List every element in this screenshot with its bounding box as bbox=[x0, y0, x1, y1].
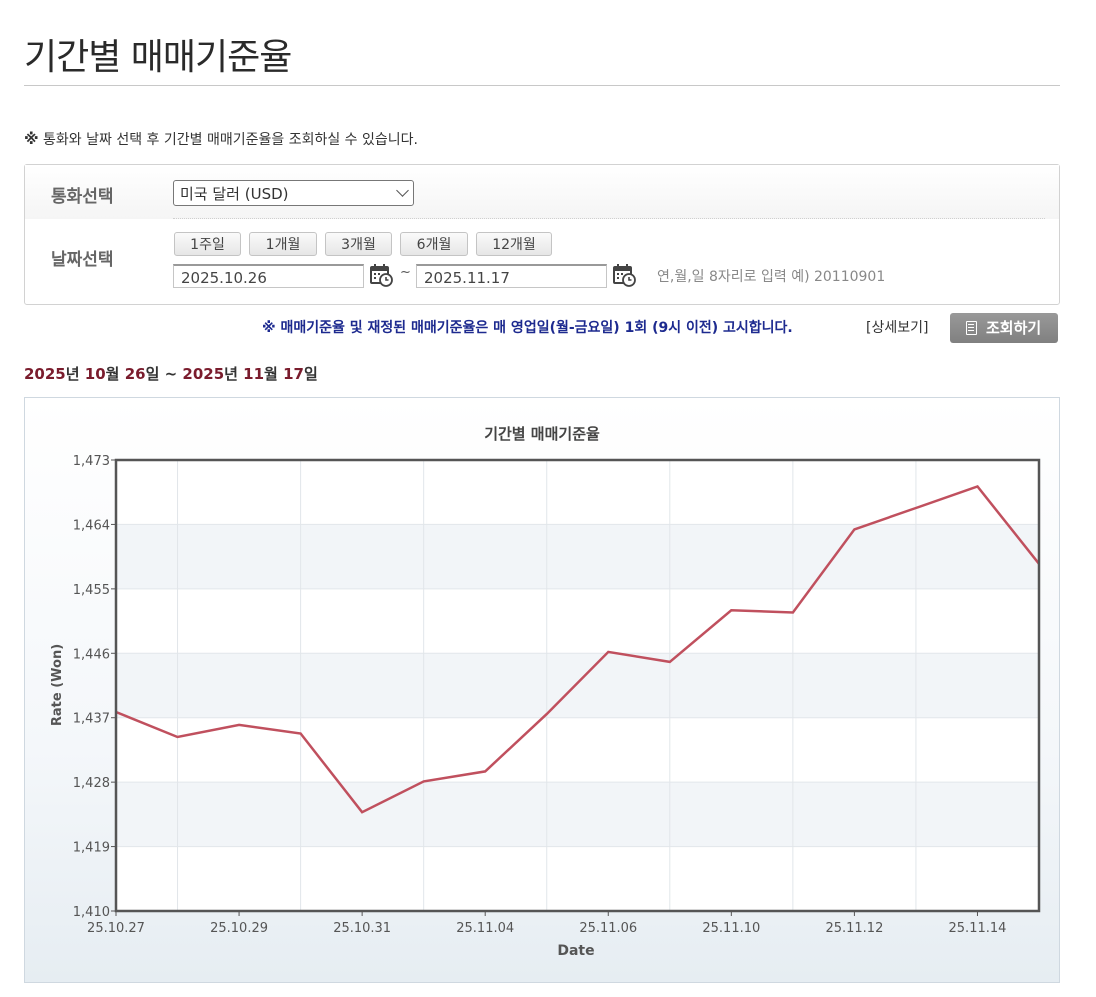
date-range-separator: ~ bbox=[400, 265, 411, 280]
y-tick-label: 1,464 bbox=[73, 518, 110, 533]
calendar-icon-start[interactable] bbox=[369, 263, 393, 287]
range-separator: ~ bbox=[159, 365, 183, 383]
range-year-unit: 년 bbox=[65, 365, 85, 383]
range-end-day: 17 bbox=[283, 365, 304, 383]
x-tick-label: 25.11.10 bbox=[702, 921, 760, 936]
period-button-12month[interactable]: 12개월 bbox=[476, 232, 552, 256]
range-start-month: 10 bbox=[84, 365, 106, 383]
range-year-unit: 년 bbox=[224, 365, 244, 383]
y-tick-label: 1,428 bbox=[73, 776, 110, 791]
y-tick-label: 1,419 bbox=[73, 841, 110, 856]
grid-band bbox=[116, 460, 1039, 525]
search-button-label: 조회하기 bbox=[986, 319, 1042, 337]
period-button-3month[interactable]: 3개월 bbox=[325, 232, 392, 256]
y-tick-label: 1,410 bbox=[73, 905, 110, 920]
range-end-month: 11 bbox=[243, 365, 265, 383]
grid-band bbox=[116, 524, 1039, 589]
period-button-1week[interactable]: 1주일 bbox=[174, 232, 241, 256]
usage-notice: ※ 통화와 날짜 선택 후 기간별 매매기준율을 조회하실 수 있습니다. bbox=[24, 129, 418, 149]
period-button-1month[interactable]: 1개월 bbox=[249, 232, 317, 256]
period-button-6month[interactable]: 6개월 bbox=[400, 232, 468, 256]
page-title: 기간별 매매기준율 bbox=[24, 37, 292, 78]
currency-select-value: 미국 달러 (USD) bbox=[180, 185, 289, 203]
x-tick-label: 25.11.14 bbox=[949, 921, 1007, 936]
chart-title: 기간별 매매기준율 bbox=[484, 425, 600, 443]
date-label: 날짜선택 bbox=[51, 250, 114, 270]
x-tick-label: 25.10.31 bbox=[333, 921, 391, 936]
range-month-unit: 월 bbox=[105, 365, 125, 383]
end-date-input[interactable]: 2025.11.17 bbox=[416, 264, 607, 288]
grid-band bbox=[116, 782, 1039, 847]
start-date-input[interactable]: 2025.10.26 bbox=[173, 264, 364, 288]
x-tick-label: 25.11.04 bbox=[456, 921, 514, 936]
notice-text: 통화와 날짜 선택 후 기간별 매매기준율을 조회하실 수 있습니다. bbox=[43, 132, 418, 148]
rate-line-chart: 기간별 매매기준율 1,410 1,419 1,428 1,437 1,446 1,455… bbox=[50, 425, 1041, 959]
x-tick-label: 25.10.29 bbox=[210, 921, 268, 936]
y-tick-label: 1,446 bbox=[73, 647, 110, 662]
publication-notice: ※ 매매기준율 및 재정된 매매기준율은 매 영업일(월-금요일) 1회 (9시… bbox=[262, 320, 793, 336]
range-day-unit: 일 bbox=[145, 365, 160, 383]
x-axis-label: Date bbox=[557, 943, 594, 959]
x-tick-label: 25.11.12 bbox=[825, 921, 883, 936]
x-tick-label: 25.10.27 bbox=[87, 921, 145, 936]
y-axis-label: Rate (Won) bbox=[50, 644, 65, 726]
row-divider bbox=[173, 218, 1045, 219]
series-line bbox=[115, 485, 1040, 814]
plot-frame bbox=[114, 458, 1041, 913]
grid-band bbox=[116, 588, 1039, 654]
range-day-unit: 일 bbox=[303, 365, 318, 383]
range-start-year: 2025 bbox=[24, 365, 66, 383]
selected-range: 2025년 10월 26일 ~ 2025년 11월 17일 bbox=[24, 363, 318, 384]
range-month-unit: 월 bbox=[264, 365, 284, 383]
document-icon bbox=[966, 321, 977, 335]
detail-link[interactable]: [상세보기] bbox=[866, 320, 929, 336]
date-format-hint: 연,월,일 8자리로 입력 예) 20110901 bbox=[657, 269, 886, 285]
y-tick-label: 1,437 bbox=[73, 712, 110, 727]
grid-band bbox=[116, 846, 1039, 911]
chart-panel: 기간별 매매기준율 1,410 1,419 1,428 1,437 1,446 1,455… bbox=[24, 397, 1060, 983]
filter-panel: 통화선택 미국 달러 (USD) 날짜선택 1주일 1개월 3개월 6개월 12… bbox=[24, 164, 1060, 305]
y-tick-label: 1,473 bbox=[73, 454, 110, 469]
chevron-down-icon bbox=[396, 184, 409, 197]
range-start-day: 26 bbox=[124, 365, 146, 383]
notice-mark: ※ bbox=[24, 130, 39, 148]
range-end-year: 2025 bbox=[182, 365, 225, 383]
currency-label: 통화선택 bbox=[51, 187, 114, 207]
x-tick-label: 25.11.06 bbox=[579, 921, 637, 936]
currency-select[interactable]: 미국 달러 (USD) bbox=[173, 180, 414, 206]
title-divider bbox=[24, 85, 1060, 86]
calendar-icon-end[interactable] bbox=[612, 263, 636, 287]
search-button[interactable]: 조회하기 bbox=[950, 313, 1058, 343]
y-tick-label: 1,455 bbox=[73, 583, 110, 598]
grid-band bbox=[116, 653, 1039, 718]
